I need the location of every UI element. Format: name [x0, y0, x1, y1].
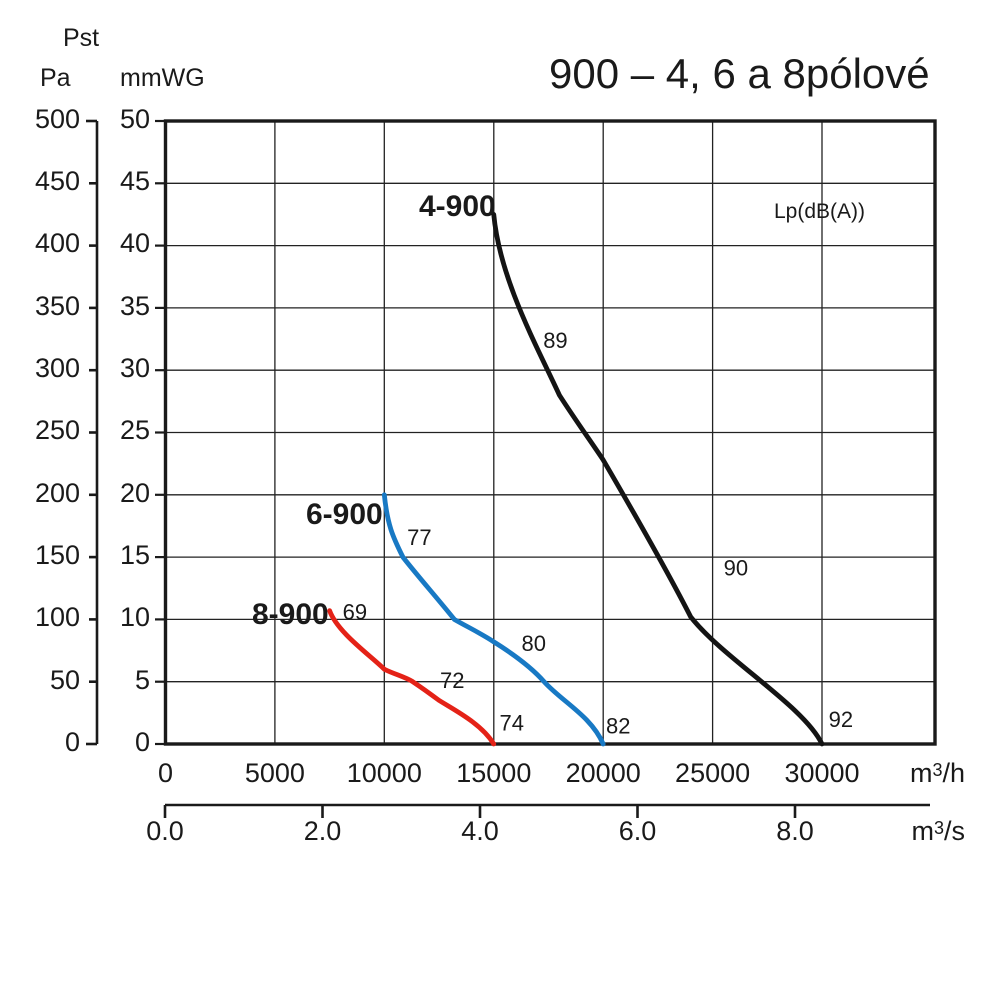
svg-text:250: 250	[35, 415, 80, 445]
svg-text:0: 0	[158, 758, 173, 788]
svg-text:0.0: 0.0	[146, 816, 184, 846]
svg-text:6-900: 6-900	[306, 498, 383, 531]
svg-text:8-900: 8-900	[252, 598, 329, 631]
svg-text:Lp(dB(A)): Lp(dB(A))	[774, 200, 865, 223]
svg-text:6.0: 6.0	[619, 816, 657, 846]
svg-text:10: 10	[120, 602, 150, 632]
svg-text:4.0: 4.0	[461, 816, 499, 846]
svg-text:Pst: Pst	[63, 24, 99, 52]
svg-text:92: 92	[829, 707, 853, 732]
svg-text:200: 200	[35, 478, 80, 508]
svg-text:20: 20	[120, 478, 150, 508]
svg-text:5: 5	[135, 665, 150, 695]
svg-text:35: 35	[120, 291, 150, 321]
svg-text:82: 82	[606, 714, 630, 739]
svg-text:0: 0	[135, 727, 150, 757]
svg-text:90: 90	[724, 556, 748, 581]
svg-text:69: 69	[343, 599, 367, 624]
svg-text:30000: 30000	[784, 758, 859, 788]
svg-text:Pa: Pa	[40, 64, 71, 92]
svg-text:72: 72	[440, 668, 464, 693]
svg-text:80: 80	[522, 631, 546, 656]
svg-text:350: 350	[35, 291, 80, 321]
svg-text:50: 50	[120, 104, 150, 134]
svg-text:150: 150	[35, 540, 80, 570]
svg-text:77: 77	[407, 525, 431, 550]
svg-text:50: 50	[50, 665, 80, 695]
svg-text:40: 40	[120, 228, 150, 258]
svg-text:mmWG: mmWG	[120, 64, 205, 92]
svg-text:400: 400	[35, 228, 80, 258]
svg-text:900 – 4, 6 a 8pólové: 900 – 4, 6 a 8pólové	[549, 50, 930, 97]
svg-text:300: 300	[35, 353, 80, 383]
svg-text:25000: 25000	[675, 758, 750, 788]
svg-text:15: 15	[120, 540, 150, 570]
svg-text:10000: 10000	[347, 758, 422, 788]
svg-text:15000: 15000	[456, 758, 531, 788]
svg-text:5000: 5000	[245, 758, 305, 788]
svg-text:2.0: 2.0	[304, 816, 342, 846]
svg-text:74: 74	[500, 711, 524, 736]
svg-text:500: 500	[35, 104, 80, 134]
svg-text:4-900: 4-900	[419, 190, 496, 223]
svg-text:100: 100	[35, 602, 80, 632]
svg-text:0: 0	[65, 727, 80, 757]
svg-text:25: 25	[120, 415, 150, 445]
svg-text:450: 450	[35, 166, 80, 196]
svg-text:20000: 20000	[566, 758, 641, 788]
svg-text:30: 30	[120, 353, 150, 383]
svg-text:45: 45	[120, 166, 150, 196]
svg-text:89: 89	[543, 328, 567, 353]
svg-text:8.0: 8.0	[776, 816, 814, 846]
